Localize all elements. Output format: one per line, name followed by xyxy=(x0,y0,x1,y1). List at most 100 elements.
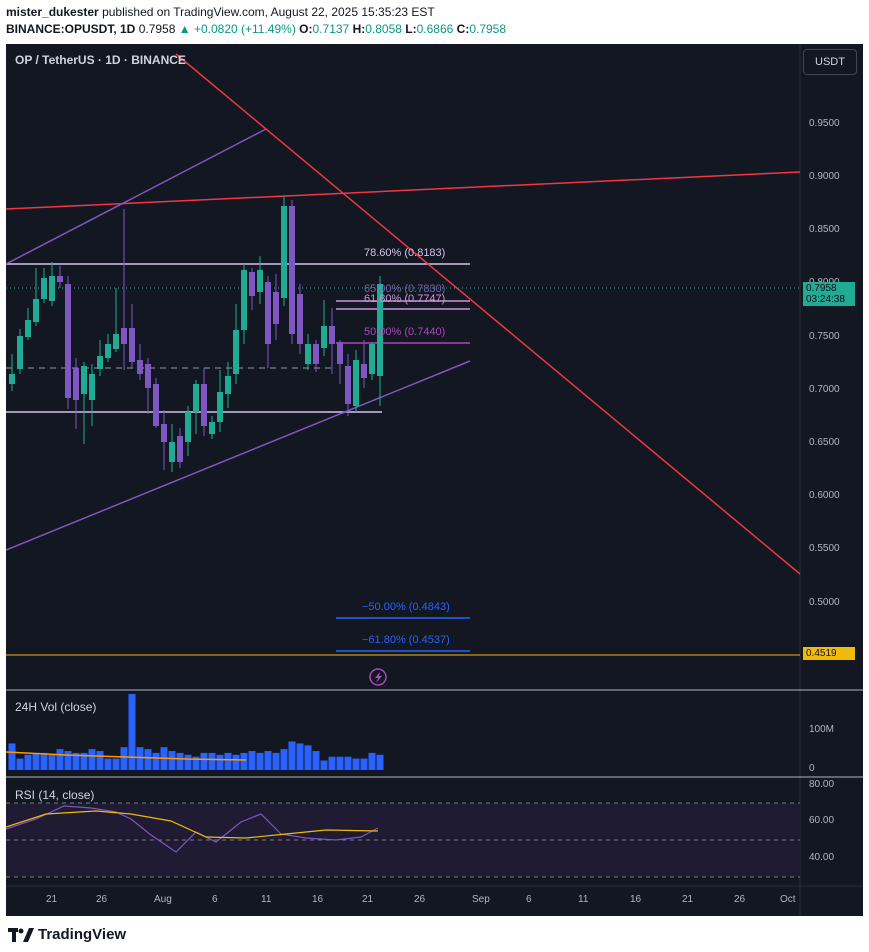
price-tick: 0.9500 xyxy=(809,118,840,129)
volume-bar xyxy=(104,758,112,770)
candle-body xyxy=(313,344,319,364)
trendline-red-descending[interactable] xyxy=(175,53,801,575)
fib-label-618: 61.80% (0.7747) xyxy=(364,293,446,305)
time-tick: 11 xyxy=(578,894,589,905)
volume-bar xyxy=(256,752,264,770)
volume-bar xyxy=(184,754,192,770)
volume-bar xyxy=(288,741,296,770)
volume-bar xyxy=(272,752,280,770)
chart-canvas[interactable] xyxy=(6,44,863,916)
ohlc-line: BINANCE:OPUSDT, 1D 0.7958 ▲ +0.0820 (+11… xyxy=(6,22,506,36)
fib-label-786: 78.60% (0.8183) xyxy=(364,247,446,259)
volume-bar xyxy=(232,754,240,770)
fib-label-neg50: −50.00% (0.4843) xyxy=(362,601,450,613)
published-text: published on TradingView.com, August 22,… xyxy=(102,5,435,19)
candle-body xyxy=(281,206,287,298)
open-label: O: xyxy=(299,22,313,36)
price-tick: 0.7500 xyxy=(809,331,840,342)
candle-body xyxy=(177,436,183,462)
volume-bar xyxy=(16,758,24,770)
price-tick: 0.5500 xyxy=(809,543,840,554)
volume-bar xyxy=(328,756,336,770)
candle-body xyxy=(353,360,359,406)
candle-body xyxy=(25,320,31,337)
candle-body xyxy=(305,344,311,364)
volume-bar xyxy=(168,751,176,770)
volume-bar xyxy=(112,758,120,770)
candle-body xyxy=(217,392,223,422)
symbol-title[interactable]: OP / TetherUS · 1D · BINANCE xyxy=(15,53,186,67)
countdown-timer: 03:24:38 xyxy=(806,294,845,305)
volume-bar xyxy=(48,754,56,770)
lightning-icon[interactable] xyxy=(369,668,387,686)
last-price-badge-value: 0.7958 xyxy=(806,283,837,294)
volume-bar xyxy=(336,756,344,770)
change-text: ▲ +0.0820 (+11.49%) xyxy=(178,22,296,36)
low-value: 0.6866 xyxy=(416,22,454,36)
candle-body xyxy=(137,360,143,374)
time-tick: 6 xyxy=(526,894,532,905)
candle-body xyxy=(105,344,111,358)
close-label: C: xyxy=(456,22,470,36)
time-tick: 26 xyxy=(734,894,746,905)
rsi-axis-60: 60.00 xyxy=(809,815,835,826)
time-tick: 26 xyxy=(96,894,108,905)
candle-body xyxy=(241,270,247,330)
candle-body xyxy=(289,206,295,334)
chart-panel[interactable]: OP / TetherUS · 1D · BINANCE USDT 0.9500… xyxy=(6,44,863,916)
volume-axis-100m: 100M xyxy=(809,724,835,735)
rsi-ma-line xyxy=(6,810,379,839)
channel-lower-line[interactable] xyxy=(6,360,471,551)
candle-body xyxy=(41,278,47,299)
candle-body xyxy=(361,364,367,378)
fib-label-neg618: −61.80% (0.4537) xyxy=(362,634,450,646)
price-tick: 0.8500 xyxy=(809,224,840,235)
candle-body xyxy=(369,344,375,374)
candle-body xyxy=(233,330,239,374)
tradingview-logo[interactable]: TradingView xyxy=(8,926,126,943)
candle-body xyxy=(265,282,271,344)
candle-body xyxy=(129,328,135,362)
volume-bar xyxy=(8,743,16,770)
time-tick: 21 xyxy=(682,894,694,905)
volume-bar xyxy=(344,756,352,770)
volume-bar xyxy=(120,747,128,770)
volume-bar xyxy=(312,751,320,770)
price-tick: 0.6500 xyxy=(809,437,840,448)
tradingview-logo-icon xyxy=(8,927,34,942)
publisher-name[interactable]: mister_dukester xyxy=(6,5,99,19)
candle-body xyxy=(49,276,55,301)
rsi-title[interactable]: RSI (14, close) xyxy=(15,788,95,802)
candle-body xyxy=(273,292,279,324)
candle-body xyxy=(113,334,119,349)
time-tick: Oct xyxy=(780,894,796,905)
volume-bar xyxy=(40,752,48,770)
trendline-red-horizontal[interactable] xyxy=(6,171,801,210)
volume-bar xyxy=(216,754,224,770)
volume-bar xyxy=(352,758,360,770)
candle-body xyxy=(249,272,255,296)
candle-body xyxy=(329,326,335,344)
candle-body xyxy=(121,328,127,344)
time-tick: 6 xyxy=(212,894,218,905)
candle-body xyxy=(345,366,351,404)
high-label: H: xyxy=(352,22,366,36)
currency-button[interactable]: USDT xyxy=(803,49,857,75)
candle-body xyxy=(209,422,215,434)
candle-body xyxy=(321,326,327,348)
channel-upper-line[interactable] xyxy=(6,128,267,265)
candle-body xyxy=(97,356,103,369)
publisher-line: mister_dukester published on TradingView… xyxy=(6,5,435,19)
volume-bar xyxy=(280,749,288,770)
low-label: L: xyxy=(405,22,417,36)
volume-bar xyxy=(32,752,40,770)
candles-group[interactable] xyxy=(9,196,383,472)
high-value: 0.8058 xyxy=(365,22,402,36)
volume-bar xyxy=(200,752,208,770)
volume-bar xyxy=(96,751,104,770)
candle-body xyxy=(145,364,151,388)
price-tick: 0.5000 xyxy=(809,597,840,608)
fib-label-65: 65.00% (0.7830) xyxy=(364,283,446,295)
candle-body xyxy=(33,299,39,322)
volume-title[interactable]: 24H Vol (close) xyxy=(15,700,97,714)
